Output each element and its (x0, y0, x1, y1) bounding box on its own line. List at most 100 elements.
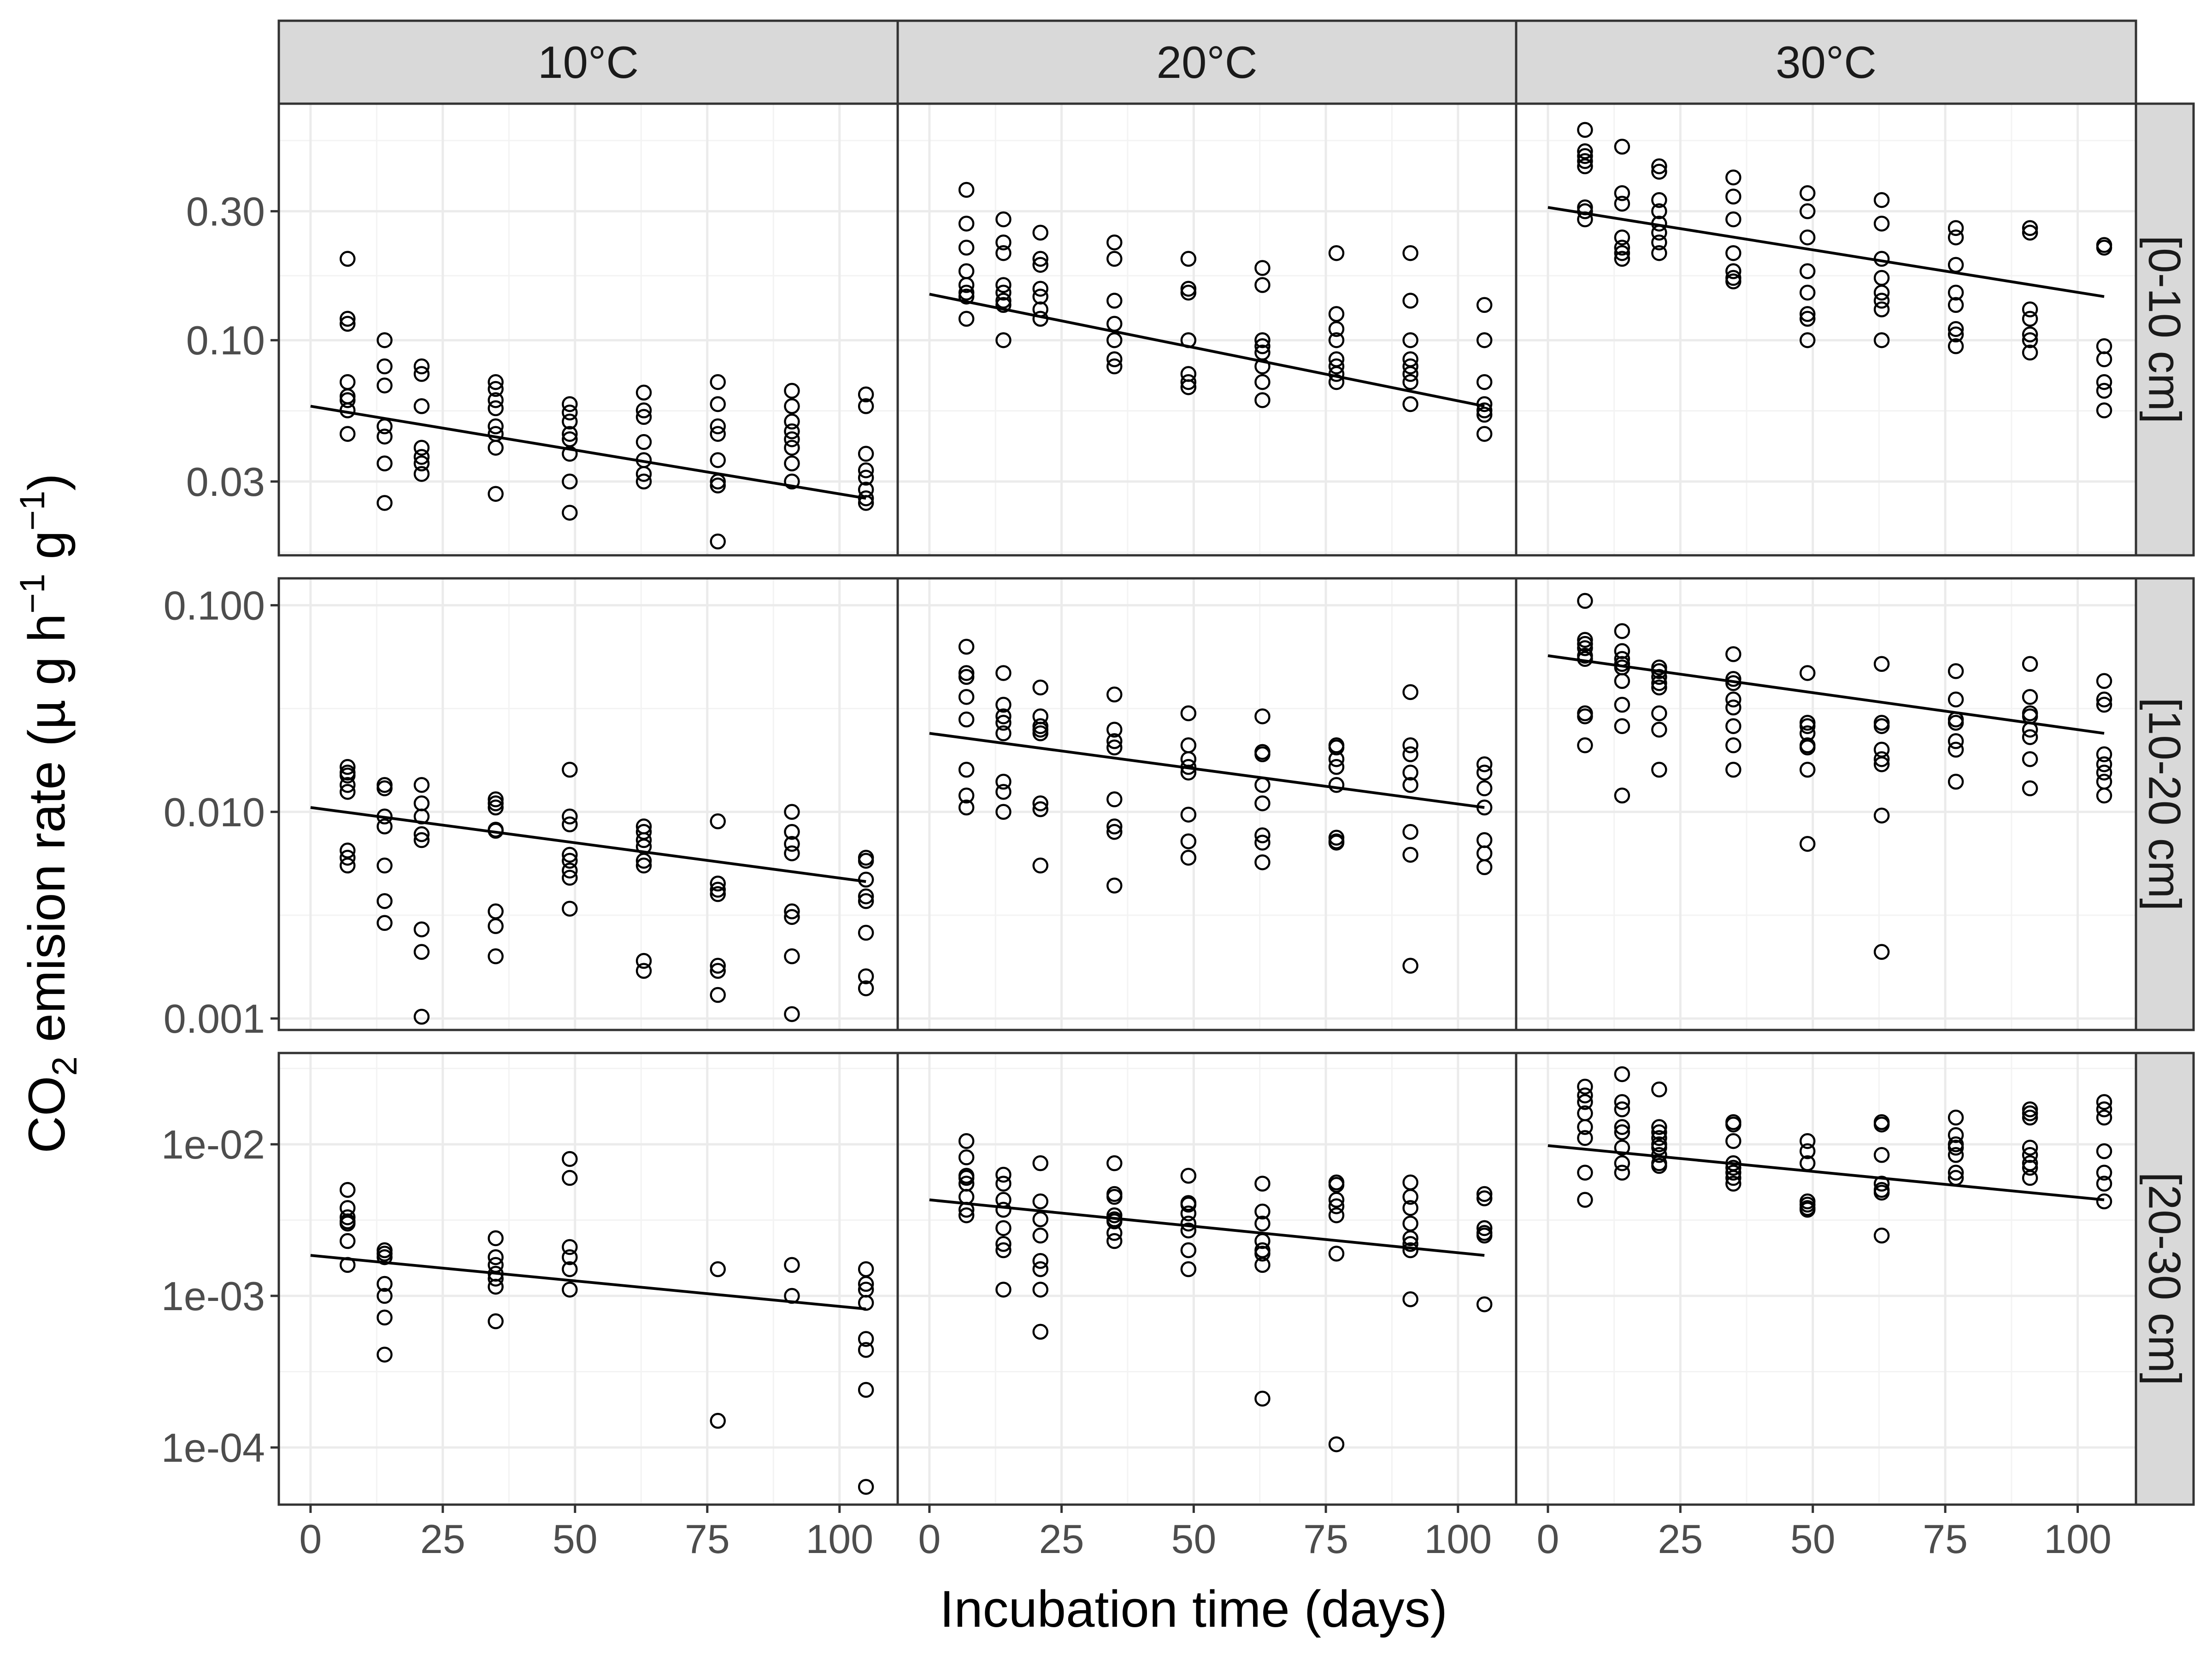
data-point (488, 381, 504, 397)
data-point (2096, 788, 2112, 804)
x-tick-label: 25 (1039, 1516, 1084, 1562)
panel-border (1515, 102, 2137, 557)
data-point (784, 1006, 800, 1022)
data-point (1725, 646, 1741, 662)
data-point (1476, 426, 1493, 442)
data-point (1402, 777, 1418, 793)
data-point (377, 495, 393, 511)
data-point (635, 963, 652, 979)
panel-background (1516, 104, 2136, 555)
data-point (413, 921, 430, 937)
x-tick-label: 50 (553, 1516, 598, 1562)
data-point (1800, 203, 1816, 219)
data-point (995, 277, 1012, 293)
data-point (1725, 737, 1741, 753)
data-point (2096, 756, 2112, 772)
data-point (1032, 795, 1048, 812)
data-point (377, 1347, 393, 1363)
data-point (1328, 1198, 1345, 1214)
data-point (1577, 1078, 1593, 1095)
data-point (858, 398, 874, 414)
data-point (562, 473, 578, 490)
data-point (858, 968, 874, 984)
row-strip-label: [10-20 cm] (2140, 698, 2190, 911)
data-point (1106, 1155, 1123, 1171)
data-point (1106, 1213, 1123, 1230)
data-point (1402, 293, 1418, 309)
data-point (1577, 1119, 1593, 1135)
data-point (1873, 807, 1890, 824)
data-point (784, 824, 800, 840)
data-point (1577, 143, 1593, 159)
data-point (995, 284, 1012, 301)
data-point (1725, 671, 1741, 687)
data-point (1180, 1168, 1197, 1184)
data-point (1800, 306, 1816, 322)
x-axis-title: Incubation time (days) (940, 1580, 1447, 1638)
y-axes: 0.03 0.10 0.30 0.001 0.010 0.100 1e-04 1e-03 1e-… (161, 188, 279, 1471)
data-point (995, 1176, 1012, 1192)
y-title-mid: emision rate (µ g h (18, 613, 76, 1056)
data-point (1402, 746, 1418, 763)
y-title-post: ) (18, 473, 76, 490)
data-point (1651, 1140, 1667, 1156)
y-tick-label: 0.010 (164, 789, 265, 835)
data-point (710, 987, 726, 1003)
data-point (1254, 277, 1271, 293)
data-point (995, 725, 1012, 741)
panel (896, 1052, 1518, 1506)
data-point (1651, 1130, 1667, 1146)
data-point (995, 697, 1012, 713)
data-point (1106, 293, 1123, 309)
x-tick-label: 25 (420, 1516, 465, 1562)
data-point (1402, 396, 1418, 412)
data-point (1106, 791, 1123, 807)
data-point (377, 1276, 393, 1292)
data-point (1577, 158, 1593, 175)
data-point (1577, 708, 1593, 724)
data-point (339, 777, 356, 793)
data-point (858, 470, 874, 486)
data-point (784, 909, 800, 925)
data-point (2022, 1159, 2038, 1176)
data-point (488, 948, 504, 965)
data-point (1328, 1436, 1345, 1453)
y-tick-label: 0.03 (186, 459, 265, 505)
data-point (1402, 1242, 1418, 1259)
fit-line (929, 293, 1485, 408)
data-point (2096, 1176, 2112, 1192)
data-point (1947, 338, 1964, 354)
data-point (1614, 697, 1630, 713)
data-point (1614, 251, 1630, 267)
data-point (1106, 722, 1123, 738)
data-point (1800, 263, 1816, 279)
data-point (958, 639, 975, 655)
data-point (413, 398, 430, 414)
y-title-sup1: −1 (13, 574, 52, 614)
data-point (1402, 847, 1418, 863)
data-point (858, 888, 874, 905)
data-point (1254, 260, 1271, 276)
data-point (2022, 1140, 2038, 1156)
data-point (1800, 835, 1816, 852)
data-point (1614, 623, 1630, 639)
data-point (1106, 686, 1123, 703)
data-point (1614, 1094, 1630, 1110)
data-point (1800, 1201, 1816, 1218)
data-point (1254, 338, 1271, 354)
data-point (995, 784, 1012, 800)
data-point (1800, 332, 1816, 348)
data-point (1725, 691, 1741, 708)
data-point (784, 455, 800, 471)
data-point (1725, 188, 1741, 205)
data-point (1873, 284, 1890, 301)
data-point (1106, 234, 1123, 251)
data-point (635, 409, 652, 425)
panel-background (898, 104, 1516, 555)
y-tick-label: 0.001 (164, 996, 265, 1041)
x-tick-label: 0 (299, 1516, 322, 1562)
data-point (958, 288, 975, 305)
data-point (995, 297, 1012, 313)
data-point (1032, 281, 1048, 297)
data-point (1328, 1246, 1345, 1262)
